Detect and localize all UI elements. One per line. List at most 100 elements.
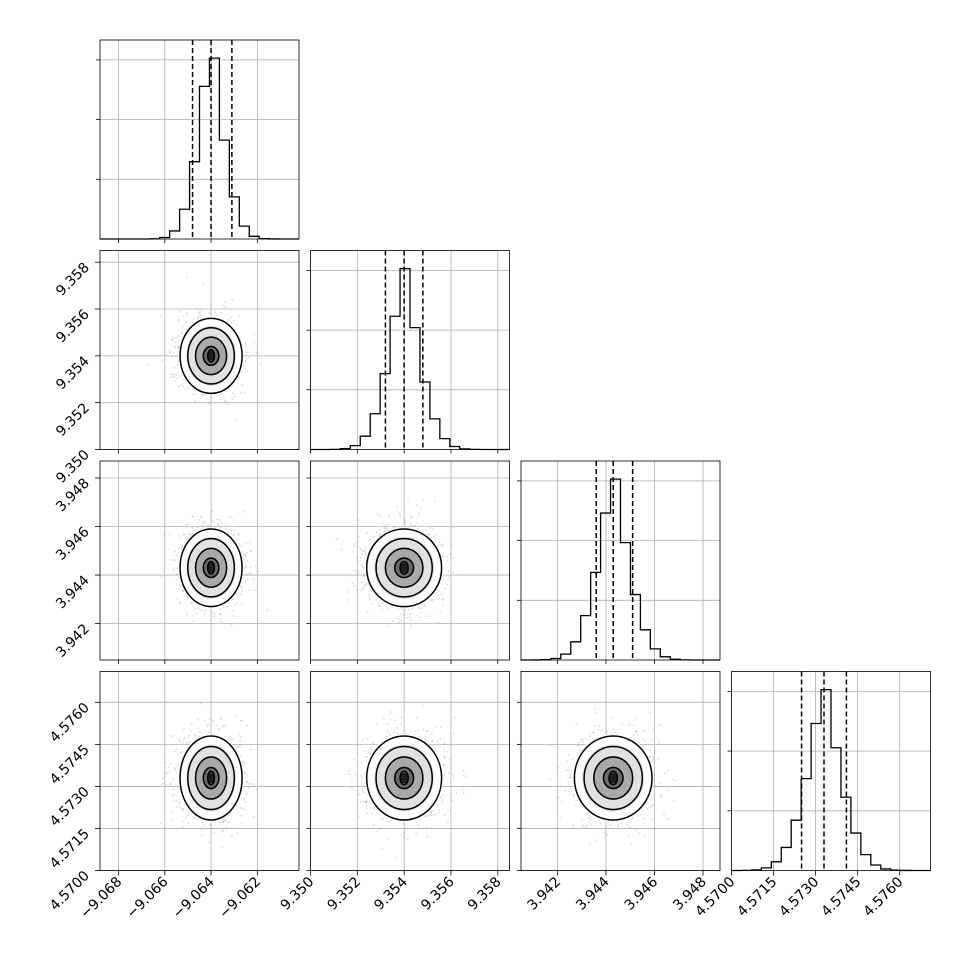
sample-point — [163, 533, 166, 536]
sample-point — [222, 828, 224, 830]
panel-2-1 — [310, 460, 510, 661]
sample-point — [362, 566, 365, 569]
sample-point — [174, 559, 176, 562]
sample-point — [244, 553, 246, 556]
sample-point — [254, 589, 257, 592]
sample-point — [442, 556, 444, 559]
sample-point — [168, 770, 171, 773]
sample-point — [353, 544, 355, 547]
sample-point — [359, 557, 362, 559]
sample-point — [200, 517, 203, 520]
sample-point — [178, 602, 181, 605]
sample-point — [217, 522, 220, 524]
sample-point — [365, 531, 368, 534]
sample-point — [419, 506, 422, 509]
sample-point — [197, 311, 200, 314]
sample-point — [383, 529, 386, 532]
sample-point — [245, 574, 248, 576]
density-fill-4 — [207, 351, 215, 361]
sample-point — [193, 734, 196, 736]
sample-point — [255, 351, 258, 354]
sample-point — [178, 601, 181, 603]
sample-point — [163, 562, 166, 564]
sample-point — [444, 587, 447, 590]
sample-point — [388, 515, 390, 518]
sample-point — [224, 735, 227, 738]
sample-point — [230, 623, 233, 626]
sample-point — [423, 604, 426, 606]
sample-point — [243, 790, 245, 793]
sample-point — [221, 392, 224, 395]
sample-point — [178, 335, 181, 338]
sample-point — [256, 352, 259, 355]
sample-point — [160, 315, 163, 318]
sample-point — [171, 373, 174, 376]
sample-point — [236, 831, 239, 834]
sample-point — [356, 557, 358, 559]
sample-point — [250, 550, 253, 553]
sample-point — [353, 585, 356, 588]
sample-point — [197, 317, 199, 320]
sample-point — [236, 805, 239, 808]
sample-point — [246, 724, 249, 727]
sample-point — [212, 611, 215, 614]
sample-point — [213, 613, 216, 616]
sample-point — [248, 572, 251, 575]
sample-point — [244, 345, 247, 347]
sample-point — [179, 740, 182, 743]
sample-point — [202, 394, 205, 396]
sample-point — [438, 589, 441, 592]
sample-point — [175, 347, 177, 350]
sample-point — [379, 515, 381, 518]
sample-point — [234, 604, 237, 607]
sample-point — [191, 602, 193, 605]
sample-point — [162, 571, 165, 573]
sample-point — [173, 373, 176, 376]
sample-point — [174, 769, 177, 772]
sample-point — [407, 608, 410, 611]
sample-point — [347, 599, 349, 601]
sample-point — [198, 518, 200, 521]
sample-point — [220, 621, 223, 623]
sample-point — [238, 733, 240, 736]
sample-point — [415, 522, 418, 524]
sample-point — [434, 500, 436, 503]
sample-point — [236, 594, 238, 596]
sample-point — [235, 419, 238, 421]
sample-point — [179, 376, 182, 378]
sample-point — [384, 525, 386, 528]
sample-point — [404, 609, 406, 612]
sample-point — [221, 395, 224, 398]
sample-point — [442, 552, 445, 554]
sample-point — [231, 398, 234, 401]
sample-point — [204, 609, 207, 612]
sample-point — [356, 569, 359, 572]
sample-point — [224, 301, 227, 303]
sample-point — [220, 521, 223, 523]
panel-1-0 — [99, 250, 300, 450]
sample-point — [192, 604, 195, 607]
sample-point — [229, 528, 232, 531]
sample-point — [188, 734, 190, 737]
sample-point — [432, 600, 435, 602]
sample-point — [178, 385, 181, 387]
sample-point — [241, 587, 243, 589]
sample-point — [224, 528, 227, 530]
sample-point — [235, 602, 238, 604]
sample-point — [181, 378, 184, 381]
sample-point — [199, 313, 201, 316]
sample-point — [245, 566, 247, 569]
sample-point — [197, 607, 200, 610]
sample-point — [399, 515, 402, 517]
sample-point — [384, 527, 386, 530]
sample-point — [440, 593, 443, 595]
sample-point — [360, 589, 363, 592]
sample-point — [171, 339, 174, 342]
sample-point — [174, 750, 177, 753]
sample-point — [446, 583, 448, 586]
sample-point — [193, 607, 196, 610]
sample-point — [420, 607, 422, 610]
sample-point — [244, 555, 247, 557]
sample-point — [172, 568, 175, 571]
